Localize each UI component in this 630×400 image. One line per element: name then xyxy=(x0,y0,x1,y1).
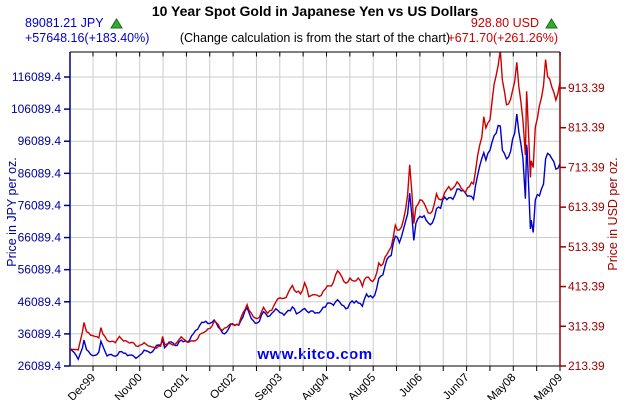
axis-title-right: Price in USD per oz. xyxy=(606,157,620,270)
x-tick-label: Aug05 xyxy=(346,372,378,400)
jpy-quote: 89081.21 JPY +57648.16(+183.40%) xyxy=(25,16,149,46)
x-tick-label: Aug04 xyxy=(300,371,332,400)
y-tick-label-right: 613.39 xyxy=(568,200,605,214)
y-tick-label-left: 66089.4 xyxy=(18,231,62,245)
usd-quote: 928.80 USD +671.70(+261.26%) xyxy=(447,16,558,46)
jpy-series-line xyxy=(70,113,560,361)
y-tick-label-left: 116089.4 xyxy=(12,70,61,84)
axes xyxy=(64,51,566,371)
y-tick-label-left: 86089.4 xyxy=(18,166,62,180)
y-tick-label-right: 213.39 xyxy=(568,359,605,373)
y-tick-label-left: 46089.4 xyxy=(18,295,62,309)
y-tick-label-left: 96089.4 xyxy=(18,134,62,148)
y-tick-label-right: 913.39 xyxy=(568,81,605,95)
usd-price: 928.80 USD xyxy=(470,16,539,30)
axis-title-left: Price in JPY per oz. xyxy=(5,157,19,267)
y-tick-label-left: 26089.4 xyxy=(18,359,62,373)
y-tick-label-right: 813.39 xyxy=(568,121,605,135)
usd-series-line xyxy=(70,52,560,351)
y-tick-label-left: 76089.4 xyxy=(18,198,62,212)
y-tick-label-left: 56089.4 xyxy=(18,263,62,277)
watermark: www.kitco.com xyxy=(257,346,373,363)
x-tick-label: Jun07 xyxy=(441,372,472,400)
x-tick-label: May09 xyxy=(532,372,565,400)
y-tick-label-right: 313.39 xyxy=(568,319,605,333)
change-note: (Change calculation is from the start of… xyxy=(179,31,451,45)
chart-title: 10 Year Spot Gold in Japanese Yen vs US … xyxy=(151,3,479,19)
x-tick-label: Oct02 xyxy=(208,372,238,400)
jpy-change: +57648.16(+183.40%) xyxy=(25,31,150,45)
x-tick-label: Sep03 xyxy=(253,372,285,400)
y-tick-label-right: 713.39 xyxy=(568,160,605,174)
x-tick-label: Oct01 xyxy=(161,372,191,400)
jpy-price: 89081.21 JPY xyxy=(25,16,104,30)
plot-grid xyxy=(70,52,560,366)
x-tick-label: Jul06 xyxy=(397,372,425,400)
x-tick-label: Nov00 xyxy=(113,372,145,400)
y-tick-label-right: 413.39 xyxy=(568,280,605,294)
up-triangle-icon xyxy=(545,18,558,29)
y-tick-label-right: 513.39 xyxy=(568,240,605,254)
up-triangle-icon xyxy=(109,18,123,29)
usd-change: +671.70(+261.26%) xyxy=(447,31,558,45)
y-tick-label-left: 106089.4 xyxy=(11,102,61,116)
x-tick-label: Dec99 xyxy=(66,372,98,400)
series-lines xyxy=(70,52,560,361)
y-tick-label-left: 36089.4 xyxy=(18,327,62,341)
x-tick-label: May08 xyxy=(486,372,519,400)
